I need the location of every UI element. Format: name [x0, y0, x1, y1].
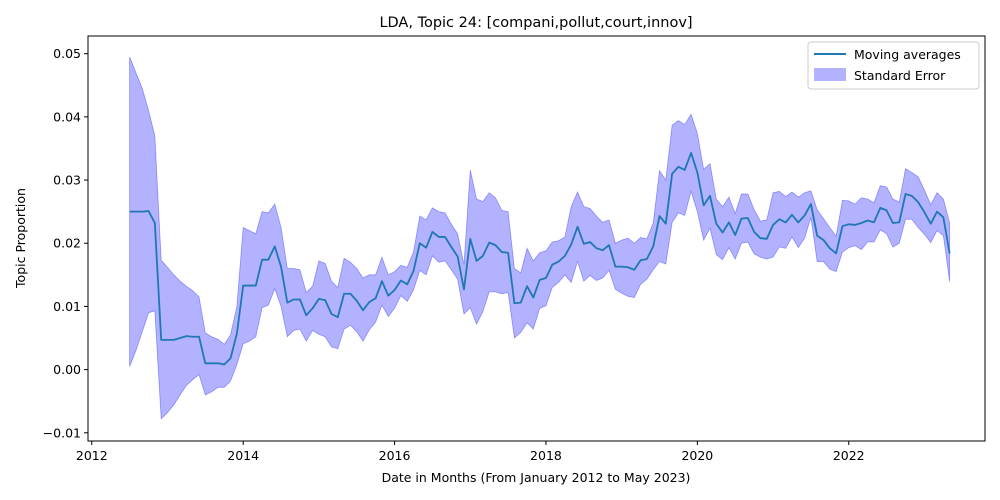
- moving-average-line: [129, 151, 951, 366]
- standard-error-band: [129, 56, 951, 420]
- y-tick-label: 0.05: [53, 46, 81, 61]
- legend-label-standard-error: Standard Error: [854, 68, 946, 83]
- legend-label-moving-averages: Moving averages: [854, 47, 961, 62]
- legend-frame: [807, 41, 980, 90]
- y-tick-label: −0.01: [43, 425, 81, 440]
- x-tick-label: 2018: [530, 448, 562, 463]
- legend: Moving averages Standard Error: [807, 41, 980, 90]
- x-tick-label: 2014: [227, 448, 259, 463]
- x-tick-label: 2016: [379, 448, 411, 463]
- moving-average-line-layer: [129, 151, 951, 366]
- y-axis-label: Topic Proportion: [13, 188, 28, 289]
- x-axis-label: Date in Months (From January 2012 to May…: [382, 470, 691, 485]
- y-tick-label: 0.00: [53, 362, 81, 377]
- axes: 2012 2014 2016 2018 2020 2022 −0.01 0.00 0.01 0.0…: [43, 46, 865, 463]
- y-tick-label: 0.03: [53, 173, 81, 188]
- x-tick-label: 2020: [681, 448, 713, 463]
- plot-frame: [87, 35, 986, 442]
- y-tick-label: 0.01: [53, 299, 81, 314]
- x-tick-label: 2022: [833, 448, 865, 463]
- y-tick-label: 0.04: [53, 109, 81, 124]
- chart-title: LDA, Topic 24: [compani,pollut,court,inn…: [379, 15, 692, 31]
- x-tick-label: 2012: [76, 448, 108, 463]
- standard-error-band-layer: [129, 56, 951, 420]
- legend-band-swatch: [814, 68, 846, 81]
- y-tick-label: 0.02: [53, 236, 81, 251]
